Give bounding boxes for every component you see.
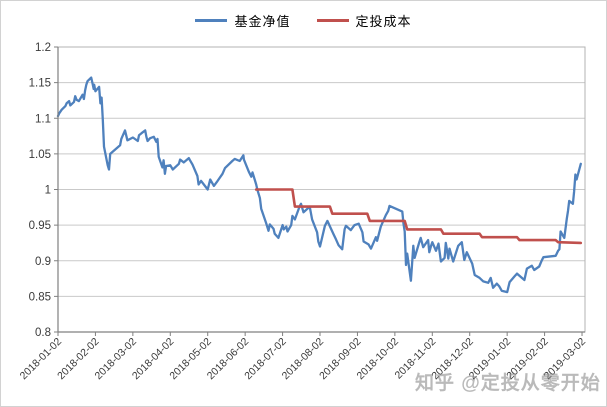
svg-text:1.05: 1.05 [29,149,51,161]
zhihu-watermark: 知乎 @定投从零开始 [415,373,601,394]
svg-text:1.2: 1.2 [35,42,51,54]
svg-text:0.95: 0.95 [29,220,51,232]
legend-item-fund-nav: 基金净值 [195,11,290,30]
invest-cost-label: 定投成本 [355,14,412,29]
svg-text:1: 1 [45,185,51,197]
svg-text:0.85: 0.85 [29,291,51,303]
legend: 基金净值 定投成本 [1,11,606,30]
legend-item-invest-cost: 定投成本 [316,11,412,30]
svg-text:1.15: 1.15 [29,78,51,90]
invest-cost-line-swatch [316,19,349,22]
svg-text:0.8: 0.8 [35,327,51,339]
svg-text:1.1: 1.1 [35,113,51,125]
fund-nav-line-swatch [195,19,228,22]
fund-nav-label: 基金净值 [234,14,291,29]
svg-text:0.9: 0.9 [35,256,51,268]
